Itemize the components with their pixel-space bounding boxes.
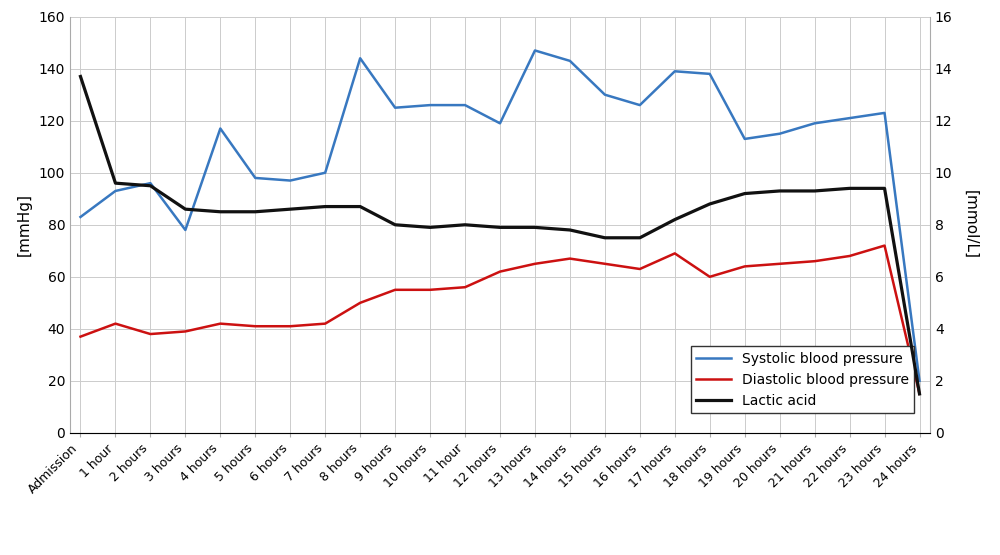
Lactic acid (669, 216, 681, 223)
Diastolic blood pressure (704, 274, 716, 280)
Lactic acid (214, 209, 226, 215)
Lactic acid (599, 234, 611, 241)
Diastolic blood pressure (494, 268, 506, 275)
Systolic blood pressure (599, 92, 611, 98)
Lactic acid (774, 188, 786, 194)
Diastolic blood pressure (424, 286, 436, 293)
Lactic acid (739, 190, 751, 197)
Systolic blood pressure (844, 115, 856, 122)
Diastolic blood pressure (634, 266, 646, 273)
Systolic blood pressure (74, 214, 86, 220)
Systolic blood pressure (494, 120, 506, 127)
Systolic blood pressure (809, 120, 821, 127)
Systolic blood pressure (459, 102, 471, 108)
Diastolic blood pressure (319, 320, 331, 327)
Diastolic blood pressure (284, 323, 296, 330)
Diastolic blood pressure (109, 320, 121, 327)
Systolic blood pressure (564, 58, 576, 64)
Lactic acid (389, 221, 401, 228)
Diastolic blood pressure (354, 300, 366, 306)
Diastolic blood pressure (389, 286, 401, 293)
Systolic blood pressure (739, 135, 751, 142)
Diastolic blood pressure (844, 253, 856, 259)
Diastolic blood pressure (599, 260, 611, 267)
Systolic blood pressure (669, 68, 681, 74)
Diastolic blood pressure (564, 255, 576, 262)
Systolic blood pressure (774, 130, 786, 137)
Diastolic blood pressure (214, 320, 226, 327)
Lactic acid (879, 185, 891, 191)
Lactic acid (179, 206, 191, 213)
Lactic acid (249, 209, 261, 215)
Systolic blood pressure (249, 175, 261, 181)
Line: Systolic blood pressure: Systolic blood pressure (80, 51, 920, 381)
Diastolic blood pressure (74, 334, 86, 340)
Diastolic blood pressure (669, 250, 681, 257)
Diastolic blood pressure (739, 263, 751, 270)
Lactic acid (284, 206, 296, 213)
Diastolic blood pressure (879, 242, 891, 249)
Systolic blood pressure (879, 109, 891, 116)
Diastolic blood pressure (459, 284, 471, 291)
Lactic acid (319, 203, 331, 210)
Lactic acid (564, 226, 576, 233)
Lactic acid (459, 221, 471, 228)
Lactic acid (704, 200, 716, 207)
Systolic blood pressure (914, 377, 926, 384)
Lactic acid (74, 73, 86, 80)
Lactic acid (424, 224, 436, 231)
Diastolic blood pressure (249, 323, 261, 330)
Lactic acid (354, 203, 366, 210)
Y-axis label: [mmHg]: [mmHg] (17, 193, 32, 256)
Systolic blood pressure (389, 104, 401, 111)
Diastolic blood pressure (529, 260, 541, 267)
Systolic blood pressure (424, 102, 436, 108)
Systolic blood pressure (704, 70, 716, 77)
Diastolic blood pressure (179, 328, 191, 335)
Systolic blood pressure (354, 55, 366, 62)
Lactic acid (914, 391, 926, 397)
Lactic acid (844, 185, 856, 191)
Lactic acid (109, 180, 121, 186)
Lactic acid (494, 224, 506, 231)
Systolic blood pressure (319, 169, 331, 176)
Line: Lactic acid: Lactic acid (80, 77, 920, 394)
Systolic blood pressure (144, 180, 156, 186)
Systolic blood pressure (109, 188, 121, 194)
Legend: Systolic blood pressure, Diastolic blood pressure, Lactic acid: Systolic blood pressure, Diastolic blood… (691, 346, 914, 413)
Line: Diastolic blood pressure: Diastolic blood pressure (80, 245, 920, 394)
Lactic acid (529, 224, 541, 231)
Lactic acid (809, 188, 821, 194)
Systolic blood pressure (634, 102, 646, 108)
Lactic acid (144, 183, 156, 189)
Diastolic blood pressure (809, 258, 821, 265)
Diastolic blood pressure (914, 391, 926, 397)
Y-axis label: [mmol/L]: [mmol/L] (963, 190, 978, 259)
Systolic blood pressure (214, 125, 226, 132)
Diastolic blood pressure (144, 331, 156, 337)
Systolic blood pressure (179, 226, 191, 233)
Lactic acid (634, 234, 646, 241)
Systolic blood pressure (529, 47, 541, 54)
Diastolic blood pressure (774, 260, 786, 267)
Systolic blood pressure (284, 177, 296, 184)
